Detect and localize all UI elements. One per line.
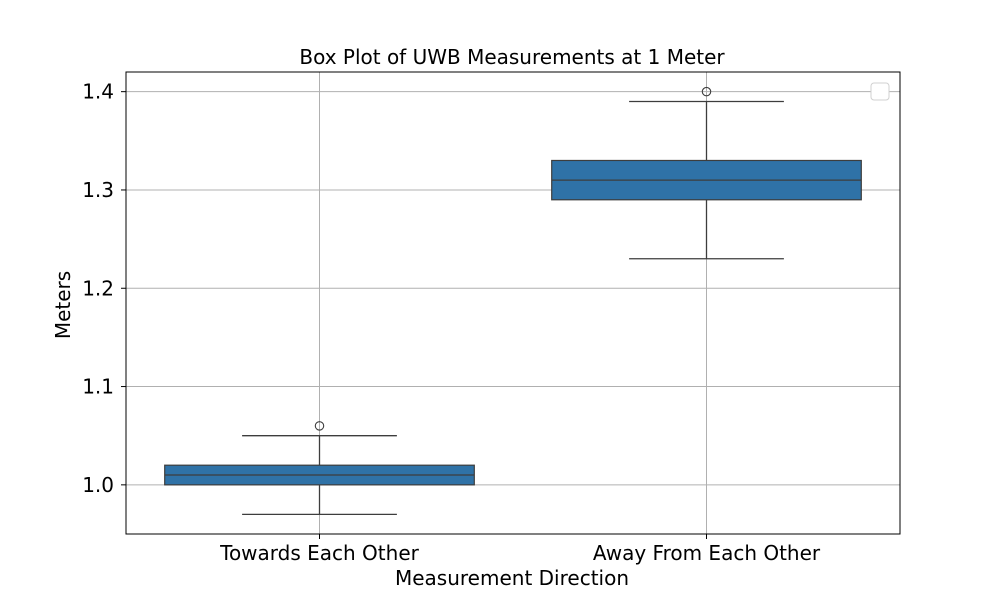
y-tick-label: 1.2 xyxy=(82,276,114,300)
y-tick-label: 1.1 xyxy=(82,375,114,399)
y-tick-label: 1.3 xyxy=(82,178,114,202)
x-tick-label: Towards Each Other xyxy=(219,541,419,565)
plot-frame xyxy=(125,71,901,535)
outlier-point xyxy=(314,421,325,431)
chart-title: Box Plot of UWB Measurements at 1 Meter xyxy=(299,45,725,69)
y-axis-label: Meters xyxy=(51,271,75,339)
y-tick-label: 1.4 xyxy=(82,80,114,104)
tick-layer: 1.0 1.1 1.2 1.3 1.4 Towards Each Other Away Fr… xyxy=(82,80,821,565)
box-layer xyxy=(164,86,862,515)
y-tick-label: 1.0 xyxy=(82,473,114,497)
x-axis-label: Measurement Direction xyxy=(395,566,629,590)
box-group xyxy=(551,86,862,260)
x-tick-label: Away From Each Other xyxy=(593,541,821,565)
legend-box xyxy=(870,82,890,101)
box-group xyxy=(164,421,475,515)
outlier-point xyxy=(701,86,712,97)
